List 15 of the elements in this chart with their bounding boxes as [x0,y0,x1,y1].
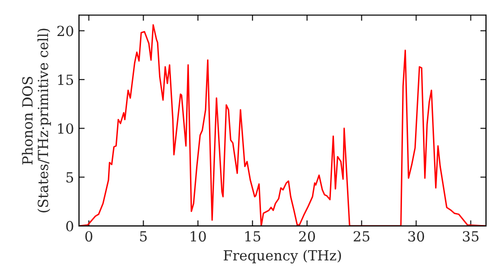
x-tick-label: 0 [85,231,92,242]
x-tick-label: 20 [299,231,315,242]
x-tick-label: 10 [190,231,206,242]
y-tick-label: 5 [66,172,74,183]
x-axis-title: Frequency (THz) [224,250,341,264]
x-tick-label: 30 [408,231,424,242]
x-tick-label: 5 [140,231,147,242]
y-tick-label: 10 [58,123,74,134]
x-tick-label: 15 [245,231,260,242]
y-tick-label: 20 [57,26,74,36]
y-axis-title: Phonon DOS (States/THz·primitive cell) [22,28,51,212]
x-tick-label: 25 [354,231,370,242]
x-tick-label: 35 [462,231,478,242]
y-tick-label: 0 [66,220,74,232]
y-tick-label: 15 [58,74,74,86]
